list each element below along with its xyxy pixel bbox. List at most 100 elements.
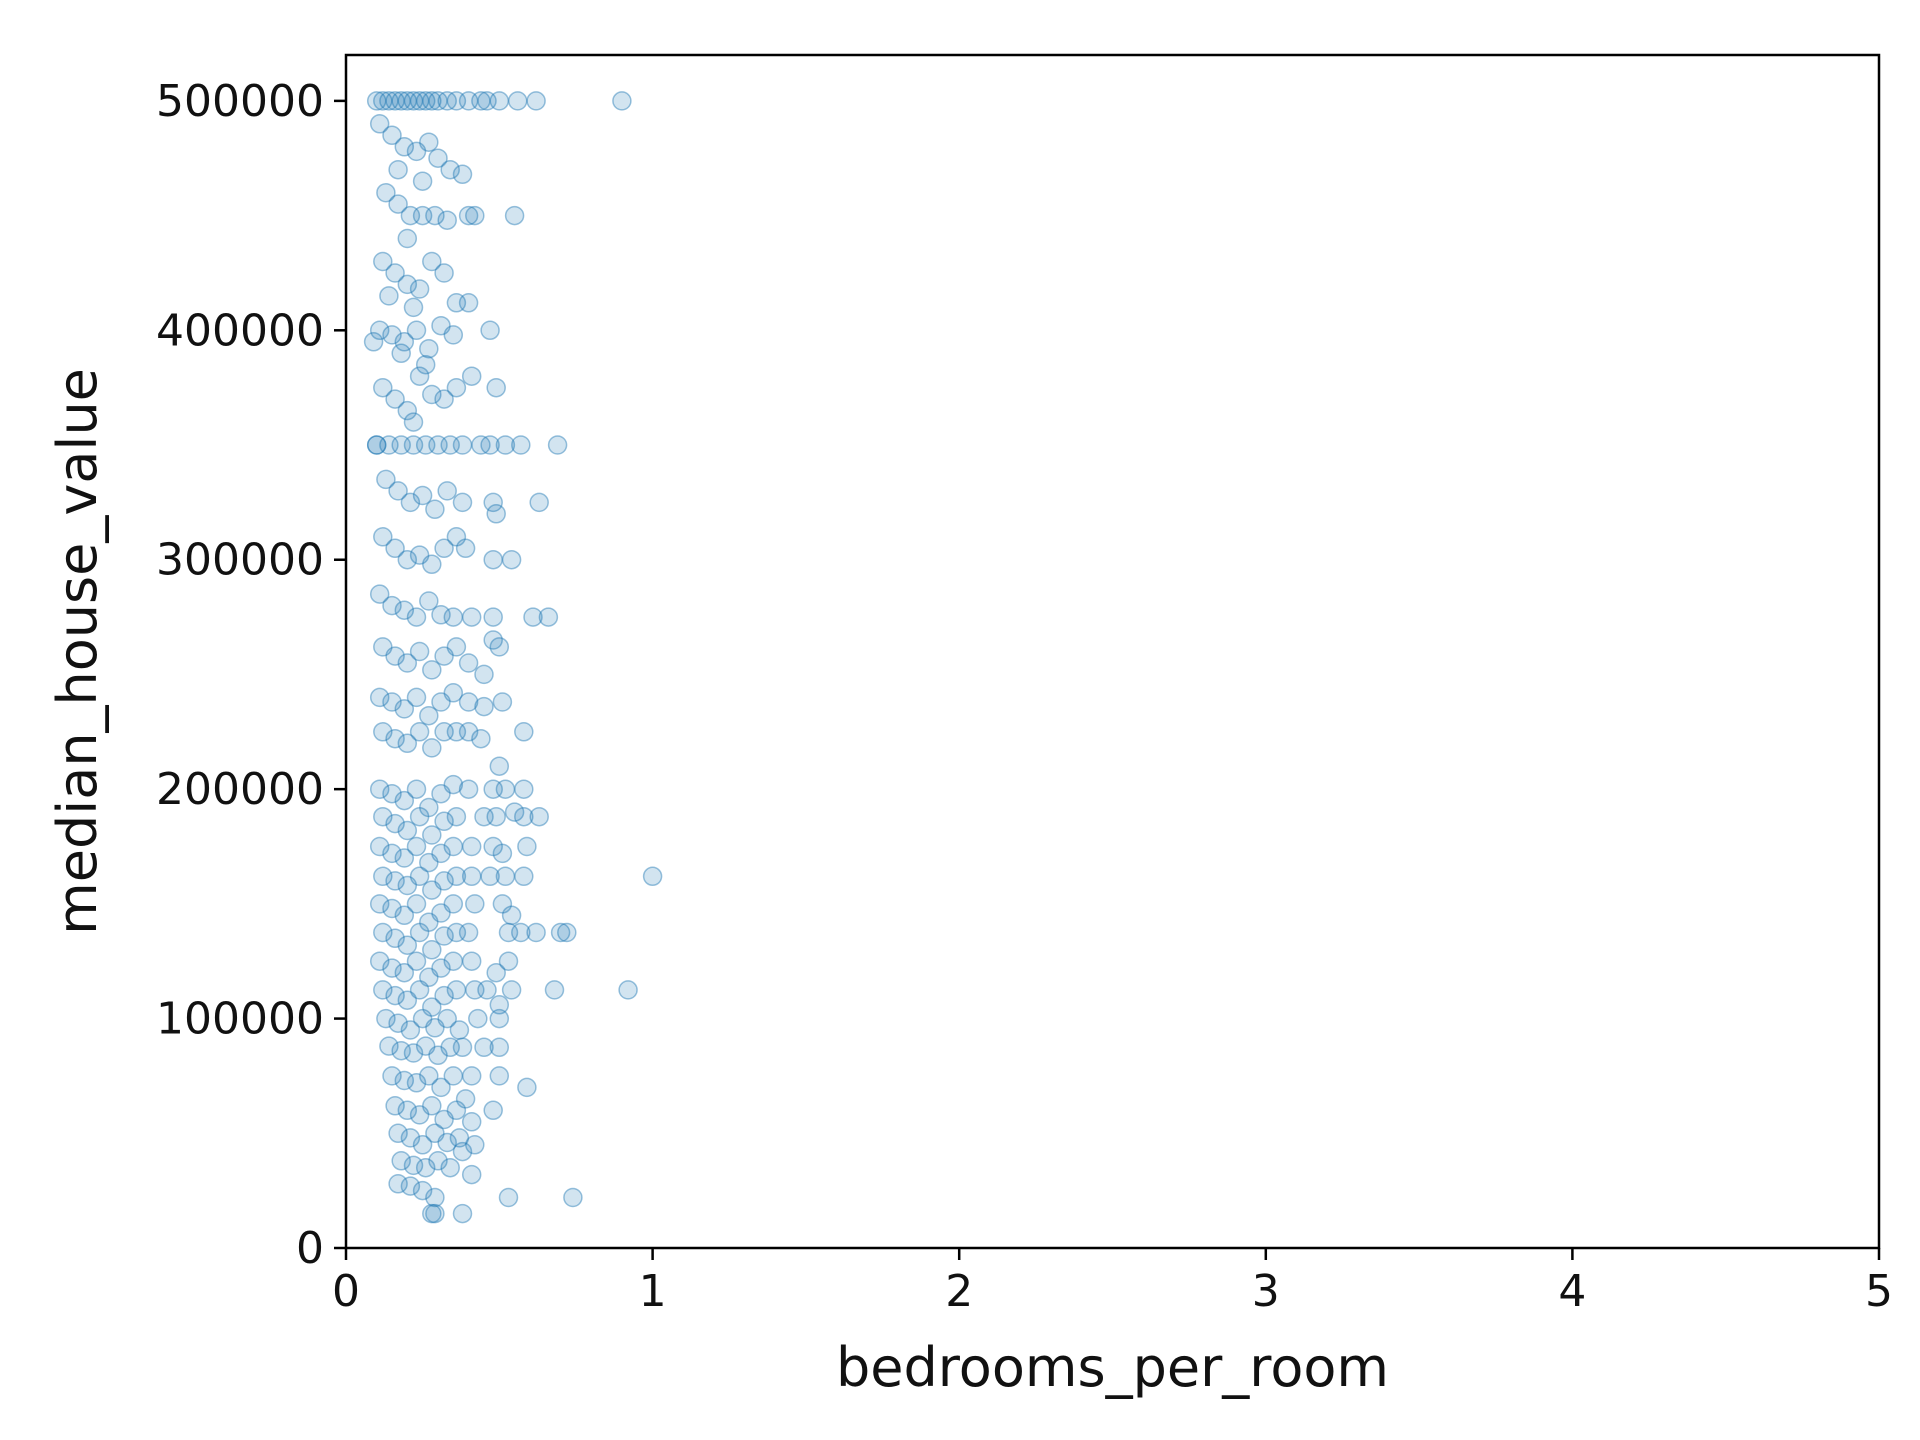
scatter-point — [443, 774, 464, 795]
scatter-point — [428, 148, 448, 168]
scatter-point — [446, 922, 467, 943]
scatter-point — [409, 366, 430, 386]
scatter-point — [391, 1040, 411, 1061]
scatter-point — [409, 806, 430, 827]
scatter-point — [369, 836, 390, 857]
scatter-point — [379, 91, 399, 111]
scatter-point — [382, 125, 402, 146]
scatter-point — [369, 320, 390, 341]
scatter-point — [465, 1135, 485, 1155]
scatter-point — [495, 435, 516, 455]
scatter-point — [394, 905, 415, 926]
scatter-point — [486, 377, 506, 398]
scatter-point — [406, 779, 427, 799]
scatter-point — [428, 1045, 448, 1066]
scatter-point — [409, 91, 430, 111]
scatter-point — [612, 91, 632, 111]
scatter-point — [440, 1037, 460, 1058]
scatter-point — [474, 806, 494, 827]
scatter-point — [397, 274, 418, 295]
scatter-point — [422, 91, 442, 111]
scatter-point — [382, 595, 402, 616]
scatter-point — [483, 607, 503, 627]
scatter-point — [498, 922, 519, 943]
x-tick-label: 4 — [1558, 1266, 1586, 1317]
scatter-point — [452, 492, 473, 513]
scatter-point — [517, 836, 537, 857]
scatter-point — [461, 366, 482, 386]
scatter-point — [529, 806, 549, 827]
scatter-point — [379, 1036, 399, 1056]
scatter-point — [425, 499, 445, 520]
scatter-point — [483, 1100, 503, 1121]
y-tick-label: 100000 — [156, 994, 324, 1045]
scatter-point — [422, 940, 442, 960]
scatter-point — [406, 894, 427, 914]
scatter-point — [492, 843, 513, 864]
scatter-point — [495, 866, 516, 887]
scatter-point — [376, 469, 396, 490]
scatter-point — [618, 980, 638, 1000]
scatter-point — [452, 435, 473, 455]
scatter-point — [385, 871, 405, 891]
scatter-point — [458, 91, 479, 111]
scatter-point — [385, 1096, 405, 1116]
scatter-point — [385, 728, 405, 749]
scatter-point — [563, 1187, 583, 1208]
scatter-point — [406, 1073, 427, 1093]
scatter-point — [461, 1164, 482, 1185]
x-tick-label: 0 — [332, 1266, 360, 1317]
scatter-point — [388, 194, 408, 214]
scatter-point — [446, 806, 467, 827]
scatter-point — [422, 997, 442, 1017]
scatter-point — [514, 779, 534, 799]
scatter-point — [434, 1109, 454, 1130]
scatter-point — [538, 607, 559, 627]
scatter-point — [446, 1100, 467, 1121]
scatter-point — [385, 538, 405, 559]
scatter-point — [428, 1151, 448, 1171]
scatter-point — [526, 91, 546, 111]
scatter-point — [434, 811, 454, 832]
scatter-point — [517, 1077, 537, 1098]
scatter-point — [373, 980, 393, 1000]
scatter-point — [419, 591, 439, 611]
scatter-point — [443, 325, 464, 345]
scatter-point — [425, 205, 445, 226]
scatter-point — [419, 1066, 439, 1086]
scatter-point — [434, 389, 454, 409]
scatter-point — [419, 338, 439, 359]
x-tick-label: 5 — [1865, 1266, 1893, 1317]
scatter-point — [412, 205, 433, 226]
y-tick-label: 400000 — [156, 305, 324, 356]
scatter-point — [443, 836, 464, 857]
scatter-point — [369, 894, 390, 914]
scatter-point — [397, 875, 418, 896]
scatter-point — [419, 852, 439, 873]
scatter-point — [394, 600, 415, 620]
scatter-point — [461, 1066, 482, 1086]
scatter-point — [483, 549, 503, 570]
scatter-point — [394, 790, 415, 811]
scatter-point — [409, 722, 430, 742]
scatter-point — [489, 91, 510, 111]
scatter-point — [511, 922, 531, 943]
scatter-point — [434, 263, 454, 283]
scatter-point — [388, 159, 408, 180]
scatter-point — [382, 1066, 402, 1086]
scatter-point — [486, 962, 506, 983]
scatter-point — [409, 980, 430, 1000]
scatter-point — [409, 279, 430, 299]
scatter-point — [400, 1020, 421, 1040]
scatter-point — [403, 91, 424, 111]
scatter-point — [369, 779, 390, 799]
plot-area-frame — [344, 53, 1881, 1250]
scatter-point — [369, 687, 390, 708]
scatter-point — [373, 377, 393, 398]
scatter-point — [397, 820, 418, 841]
scatter-point — [422, 825, 442, 845]
scatter-point — [452, 1141, 473, 1162]
scatter-point — [428, 91, 448, 111]
scatter-point — [409, 641, 430, 662]
scatter-point — [437, 481, 457, 501]
